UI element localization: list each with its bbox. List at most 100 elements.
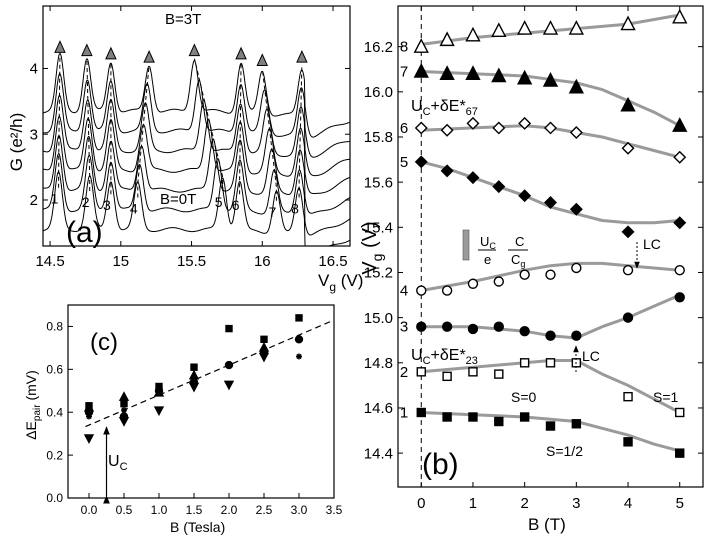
star-marker bbox=[191, 377, 197, 384]
peak-track bbox=[137, 65, 150, 198]
triangle-marker bbox=[517, 20, 533, 35]
panel-b-label: (b) bbox=[422, 448, 459, 481]
y-tick-label: 15.0 bbox=[364, 310, 393, 327]
diamond-marker bbox=[492, 180, 506, 194]
triangle-up-marker bbox=[118, 391, 130, 401]
level-label: 8 bbox=[400, 39, 408, 56]
y-tick-label: 0.4 bbox=[46, 405, 63, 419]
panel-c-uc-label: UC bbox=[108, 453, 128, 473]
y-tick-label: 0.0 bbox=[46, 491, 63, 505]
circle-marker bbox=[493, 276, 505, 287]
circle-marker bbox=[467, 278, 479, 289]
circle-marker bbox=[416, 321, 427, 332]
circle-marker bbox=[493, 321, 505, 332]
square-marker bbox=[494, 369, 504, 379]
lc-label-upper: LC bbox=[643, 236, 661, 252]
square-marker bbox=[545, 358, 556, 368]
x-tick-label: 16 bbox=[254, 253, 271, 270]
triangle-marker bbox=[491, 67, 507, 83]
svg-text:C: C bbox=[515, 234, 524, 249]
star-marker bbox=[261, 351, 267, 358]
peak-track bbox=[261, 68, 277, 201]
square-marker bbox=[468, 412, 478, 422]
x-tick-label: 2 bbox=[520, 495, 528, 512]
annotation-uc-de23: UC+δE*23 bbox=[411, 347, 478, 367]
y-tick-label: 0.6 bbox=[46, 363, 63, 377]
triangle-marker bbox=[672, 8, 688, 24]
x-tick-label: 14.5 bbox=[35, 253, 64, 270]
triangle-marker bbox=[620, 96, 636, 112]
lc-label-lower: LC bbox=[582, 348, 600, 364]
square-marker bbox=[519, 412, 530, 422]
circle-marker bbox=[441, 321, 453, 332]
peak-arrowhead bbox=[81, 43, 93, 57]
square-marker bbox=[494, 416, 504, 427]
circle-marker bbox=[622, 312, 634, 323]
x-tick-label: 3 bbox=[572, 495, 580, 512]
triangle-marker bbox=[439, 31, 455, 47]
square-marker bbox=[623, 391, 633, 402]
diamond-marker bbox=[621, 225, 635, 239]
panel-a-label: (a) bbox=[66, 216, 103, 249]
square-marker bbox=[468, 367, 478, 377]
diamond-marker bbox=[569, 125, 583, 139]
square-marker bbox=[190, 363, 198, 371]
y-tick-label: 0.8 bbox=[46, 320, 63, 334]
panel-c-ticks: 0.0 0.5 1.0 1.5 2.0 2.5 3.0 3.5 0.0 0.2 0.4 0.6 0.8 bbox=[46, 320, 342, 517]
level-label: 4 bbox=[400, 283, 408, 300]
triangle-down-marker bbox=[223, 380, 235, 391]
x-tick-label: 1.5 bbox=[186, 503, 203, 517]
circle-marker bbox=[441, 285, 453, 296]
circle-marker bbox=[622, 265, 634, 276]
triangle-marker bbox=[439, 65, 455, 80]
square-marker bbox=[442, 412, 452, 422]
annotation-uc-de67: UC+δE*67 bbox=[411, 98, 478, 118]
level-label: 2 bbox=[400, 364, 408, 381]
label-s0: S=0 bbox=[511, 389, 537, 405]
square-marker bbox=[225, 324, 233, 333]
y-tick-label: 16.0 bbox=[364, 84, 393, 101]
y-tick-label: 0.2 bbox=[46, 448, 63, 462]
y-tick-label: 15.8 bbox=[364, 129, 393, 146]
diamond-marker bbox=[544, 195, 557, 209]
circle-marker bbox=[674, 265, 685, 276]
triangle-marker bbox=[413, 38, 429, 53]
square-marker bbox=[623, 437, 633, 447]
circle-marker bbox=[119, 412, 129, 421]
panel-a-top-annotation: B=3T bbox=[165, 11, 201, 28]
peak-arrowhead bbox=[235, 46, 247, 60]
circle-marker bbox=[519, 269, 530, 280]
circle-marker bbox=[224, 360, 234, 370]
svg-text:UC: UC bbox=[480, 234, 496, 251]
panel-c-fit-line bbox=[85, 320, 331, 428]
triangle-marker bbox=[517, 69, 533, 85]
label-s-half: S=1/2 bbox=[546, 443, 583, 459]
peak-track bbox=[193, 58, 224, 191]
panel-b-x-axis-title: B (T) bbox=[528, 515, 566, 534]
peak-arrowhead bbox=[54, 40, 66, 53]
peak-label: 6 bbox=[232, 197, 240, 213]
level-label: 5 bbox=[400, 154, 408, 171]
diamond-marker bbox=[673, 216, 687, 230]
diamond-marker bbox=[621, 141, 635, 155]
svg-text:e: e bbox=[484, 252, 491, 267]
triangle-marker bbox=[465, 65, 481, 80]
square-marker bbox=[675, 407, 685, 418]
x-tick-label: 3.5 bbox=[326, 503, 343, 517]
panel-a-curves bbox=[43, 52, 350, 246]
x-tick-label: 0 bbox=[417, 495, 425, 512]
x-tick-label: 2.5 bbox=[256, 503, 273, 517]
square-marker bbox=[120, 399, 128, 408]
y-tick-label: 15.6 bbox=[364, 174, 393, 191]
panel-b-ticks: 0 1 2 3 4 514.414.614.815.015.215.415.615.816… bbox=[364, 6, 703, 512]
peak-arrowhead bbox=[296, 49, 308, 63]
star-marker bbox=[156, 389, 162, 396]
triangle-marker bbox=[465, 26, 481, 42]
peak-arrowhead bbox=[105, 46, 117, 60]
conductance-curve bbox=[43, 115, 350, 194]
peak-track bbox=[58, 55, 61, 188]
y-tick-label: 14.4 bbox=[364, 445, 393, 462]
peak-arrowhead bbox=[256, 53, 269, 66]
